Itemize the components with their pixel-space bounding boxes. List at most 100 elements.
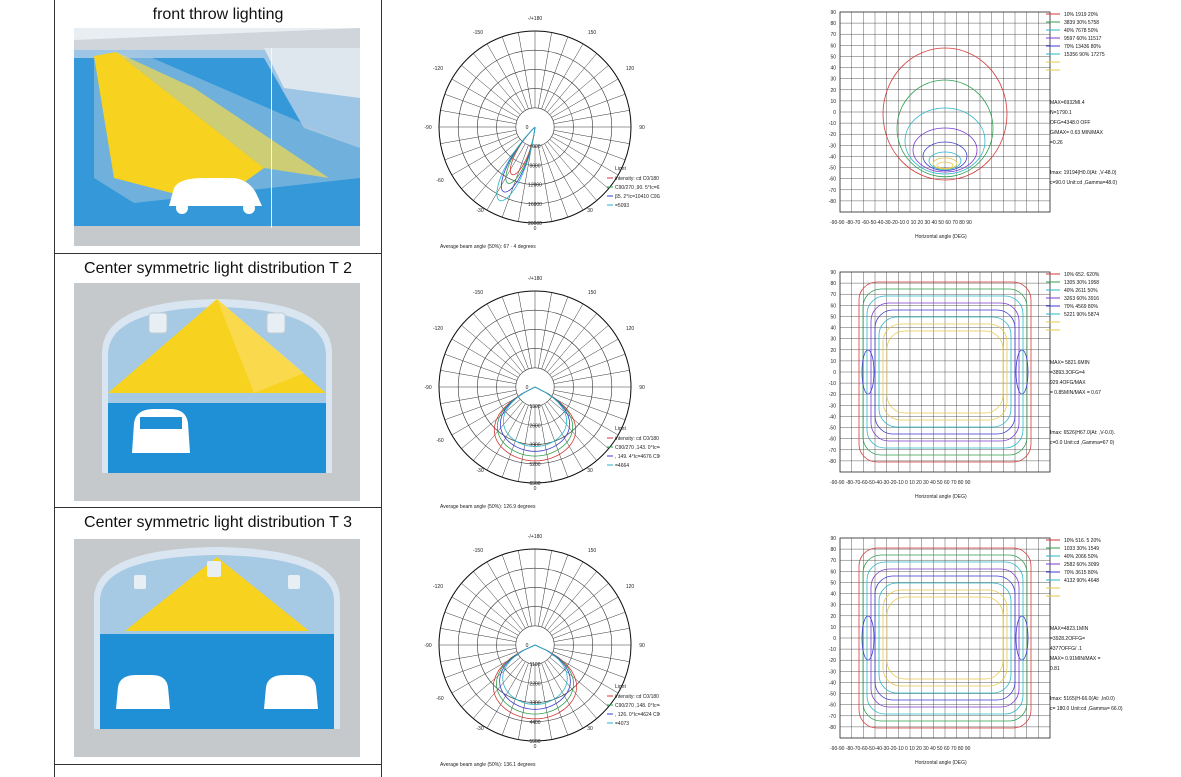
stats-note: OFG=4348.0 OFF <box>1050 120 1090 126</box>
iso-contour <box>862 288 1028 456</box>
car-icon <box>116 675 318 709</box>
legend-entry: 2582 60% 3099 <box>1064 562 1099 568</box>
angle-label: -30 <box>476 468 483 474</box>
iso-contour <box>874 575 1016 701</box>
angle-label: 150 <box>588 290 597 296</box>
angle-label: 0 <box>534 226 537 232</box>
polar-spoke <box>547 313 597 373</box>
y-tick: 70 <box>830 32 836 38</box>
polar-spoke <box>553 390 630 404</box>
legend-title: Light <box>615 684 626 690</box>
y-tick: 70 <box>830 558 836 564</box>
y-tick: -20 <box>829 132 836 138</box>
iso-contour <box>878 316 1012 428</box>
angle-label: 120 <box>626 584 635 590</box>
ring-label: 1300 <box>529 404 540 410</box>
y-tick: 30 <box>830 77 836 83</box>
ring-label: 0 <box>526 385 529 391</box>
angle-label: 0 <box>534 744 537 750</box>
legend-entry: intensity: cd C0/180 ,155. 0°Ic=4618 <box>615 694 660 700</box>
stats-note: = 0.85MIN/MAX = 0.67 <box>1050 390 1101 396</box>
polar-spoke <box>518 145 532 222</box>
y-tick: 60 <box>830 303 836 309</box>
intensity-curve <box>502 644 568 705</box>
x-axis-label: Horizontal angle (DEG) <box>915 234 967 240</box>
y-tick: 10 <box>830 99 836 105</box>
iso-contour <box>896 79 994 178</box>
intensity-curve <box>500 126 536 193</box>
polar-spoke <box>538 405 552 482</box>
y-tick: -70 <box>829 448 836 454</box>
table-divider <box>54 764 382 765</box>
polar-spoke <box>444 611 518 639</box>
y-tick: 30 <box>830 337 836 343</box>
y-tick: -20 <box>829 392 836 398</box>
polar-spoke <box>440 130 517 144</box>
polar-spoke <box>440 648 517 662</box>
y-tick: 10 <box>830 359 836 365</box>
polar-spoke <box>553 628 630 642</box>
polar-spoke <box>440 110 517 124</box>
polar-spoke <box>444 651 518 679</box>
polar-spoke <box>544 43 584 111</box>
polar-spoke <box>549 657 609 707</box>
legend-entry: 10% 652. 620% <box>1064 272 1100 278</box>
polar-spoke <box>461 139 521 189</box>
ring-label: 0 <box>526 125 529 131</box>
polar-spoke <box>451 78 519 118</box>
legend-entry: intensity: cd C0/180 ,103. 5°Ic=5277 <box>615 176 660 182</box>
y-tick: 40 <box>830 66 836 72</box>
car-icon <box>169 178 262 214</box>
iso-chart: 90 80 70 60 50 40 30 20 10 0 -10 -20 -30 -40 -50 -60 -70… <box>829 10 1118 240</box>
imax-note: c= 180.0 Unit:cd ,Gamma= 66.0) <box>1050 706 1123 712</box>
iso-chart: 90 80 70 60 50 40 30 20 10 0 -10 -20 -30 -40 -50 -60 -70… <box>829 536 1123 766</box>
x-axis-label: Horizontal angle (DEG) <box>915 494 967 500</box>
y-tick: -40 <box>829 680 836 686</box>
polar-spoke <box>541 144 569 218</box>
y-tick: -30 <box>829 143 836 149</box>
imax-note: c=0.0 Unit:cd ,Gamma=67 0) <box>1050 440 1115 446</box>
polar-spoke <box>552 133 626 161</box>
iso-contour <box>882 589 1008 687</box>
polar-spoke <box>518 550 532 627</box>
y-tick: 40 <box>830 592 836 598</box>
polar-spoke <box>541 296 569 370</box>
car-icon <box>132 409 190 453</box>
stats-note: =0.26 <box>1050 140 1063 146</box>
y-tick: 90 <box>830 536 836 542</box>
y-tick: -10 <box>829 381 836 387</box>
intensity-curve <box>505 126 536 184</box>
y-tick: 0 <box>833 370 836 376</box>
polar-spoke <box>461 657 521 707</box>
polar-spoke <box>501 296 529 370</box>
legend-entry: 70% 3615 80% <box>1064 570 1098 576</box>
y-tick: 20 <box>830 88 836 94</box>
polar-spoke <box>461 399 521 449</box>
iso-contour <box>936 161 954 169</box>
legend-entry: , 126. 0°Ic=4624 C90/270 ,114. 0°Ic <box>615 712 660 718</box>
y-tick: 10 <box>830 625 836 631</box>
iso-contour <box>882 323 1008 421</box>
legend-entry: 1305 30% 1958 <box>1064 280 1099 286</box>
iso-contour <box>874 309 1016 435</box>
polar-spoke <box>551 136 619 176</box>
angle-label: 90 <box>639 125 645 131</box>
legend-entry: 3263 60% 3916 <box>1064 296 1099 302</box>
legend-entry: 9597 60% 11517 <box>1064 36 1102 42</box>
polar-spoke <box>544 143 584 211</box>
ring-label: 12000 <box>528 183 542 189</box>
y-tick: -80 <box>829 459 836 465</box>
iso-contour <box>1015 349 1029 395</box>
polar-spoke <box>549 139 609 189</box>
stats-note: MAX= 0.91MIN/MAX = <box>1050 656 1101 662</box>
polar-spoke <box>518 405 532 482</box>
angle-label: 30 <box>587 726 593 732</box>
polar-spoke <box>552 353 626 381</box>
angle-label: -120 <box>433 66 443 72</box>
iso-contour <box>861 349 875 395</box>
stats-note: G/MAX= 0.63 MIN/MAX <box>1050 130 1104 136</box>
polar-spoke <box>444 393 518 421</box>
y-tick: -40 <box>829 154 836 160</box>
iso-contour <box>870 302 1020 442</box>
polar-spoke <box>461 65 521 115</box>
